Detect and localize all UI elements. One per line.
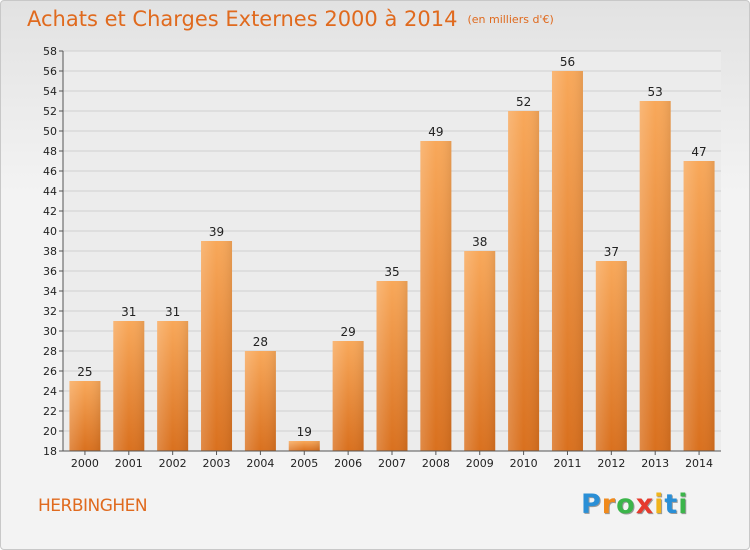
bar-value-label: 35: [384, 265, 399, 279]
bar-value-label: 52: [516, 95, 531, 109]
x-tick-label: 2006: [334, 457, 362, 470]
y-tick-label: 50: [43, 125, 57, 138]
bar-shine: [464, 251, 496, 451]
bars: 25 31 31 39 28 19 29 35 49 38 52 56 37 53 47: [69, 55, 715, 451]
logo-letter: i: [678, 489, 689, 520]
x-tick-label: 2007: [378, 457, 406, 470]
bar-shine: [551, 71, 583, 451]
y-tick-label: 30: [43, 325, 57, 338]
y-tick-label: 36: [43, 265, 57, 278]
bar-value-label: 47: [691, 145, 706, 159]
x-tick-label: 2002: [159, 457, 187, 470]
y-tick-label: 26: [43, 365, 57, 378]
bar-value-label: 31: [165, 305, 180, 319]
y-tick-label: 46: [43, 165, 57, 178]
y-tick-label: 22: [43, 405, 57, 418]
bar-shine: [157, 321, 189, 451]
bar-shine: [244, 351, 276, 451]
bar-value-label: 25: [77, 365, 92, 379]
y-tick-label: 40: [43, 225, 57, 238]
chart-title: Achats et Charges Externes 2000 à 2014 (e…: [27, 7, 554, 31]
x-tick-label: 2009: [466, 457, 494, 470]
bar-shine: [595, 261, 627, 451]
y-tick-label: 38: [43, 245, 57, 258]
axes: 18 20 22 24 26 28 30 32 34 36 38 40 42 44 46 48 50 52 54 56…: [43, 45, 721, 470]
bar-shine: [201, 241, 233, 451]
bar-value-label: 31: [121, 305, 136, 319]
bar-shine: [113, 321, 145, 451]
logo-letter: P: [581, 489, 602, 520]
y-tick-label: 20: [43, 425, 57, 438]
x-tick-label: 2013: [641, 457, 669, 470]
bar-shine: [639, 101, 671, 451]
bar-shine: [508, 111, 540, 451]
bar-value-label: 29: [340, 325, 355, 339]
x-tick-label: 2011: [553, 457, 581, 470]
y-tick-label: 54: [43, 85, 57, 98]
y-tick-label: 44: [43, 185, 57, 198]
y-tick-label: 58: [43, 45, 57, 58]
y-tick-label: 52: [43, 105, 57, 118]
bar-value-label: 39: [209, 225, 224, 239]
bar-shine: [683, 161, 715, 451]
bar-value-label: 37: [604, 245, 619, 259]
y-tick-label: 34: [43, 285, 57, 298]
y-tick-label: 32: [43, 305, 57, 318]
y-tick-label: 42: [43, 205, 57, 218]
bar-value-label: 28: [253, 335, 268, 349]
x-tick-label: 2005: [290, 457, 318, 470]
bar-shine: [332, 341, 364, 451]
x-tick-label: 2003: [203, 457, 231, 470]
place-name: HERBINGHEN: [38, 496, 148, 516]
y-tick-label: 48: [43, 145, 57, 158]
x-tick-label: 2012: [597, 457, 625, 470]
bar-value-label: 49: [428, 125, 443, 139]
logo-letter: o: [616, 489, 636, 520]
logo-letter: r: [601, 489, 617, 520]
chart-title-text: Achats et Charges Externes 2000 à 2014: [27, 7, 458, 31]
logo-letter: t: [664, 489, 679, 520]
bar-shine: [420, 141, 452, 451]
logo-letter: i: [654, 489, 665, 520]
bar-value-label: 53: [648, 85, 663, 99]
logo-letter: x: [635, 489, 655, 520]
bar-value-label: 19: [297, 425, 312, 439]
bar-shine: [288, 441, 320, 451]
bar-value-label: 56: [560, 55, 575, 69]
x-tick-label: 2000: [71, 457, 99, 470]
y-tick-label: 24: [43, 385, 57, 398]
x-tick-label: 2014: [685, 457, 713, 470]
x-tick-label: 2010: [510, 457, 538, 470]
bar-value-label: 38: [472, 235, 487, 249]
proxiti-logo[interactable]: Proxiti: [581, 489, 689, 520]
y-tick-label: 18: [43, 445, 57, 458]
chart-unit: (en milliers d'€): [467, 13, 554, 26]
x-tick-label: 2004: [246, 457, 274, 470]
x-tick-label: 2008: [422, 457, 450, 470]
x-tick-label: 2001: [115, 457, 143, 470]
y-tick-label: 56: [43, 65, 57, 78]
y-tick-label: 28: [43, 345, 57, 358]
bar-shine: [376, 281, 408, 451]
bar-shine: [69, 381, 101, 451]
